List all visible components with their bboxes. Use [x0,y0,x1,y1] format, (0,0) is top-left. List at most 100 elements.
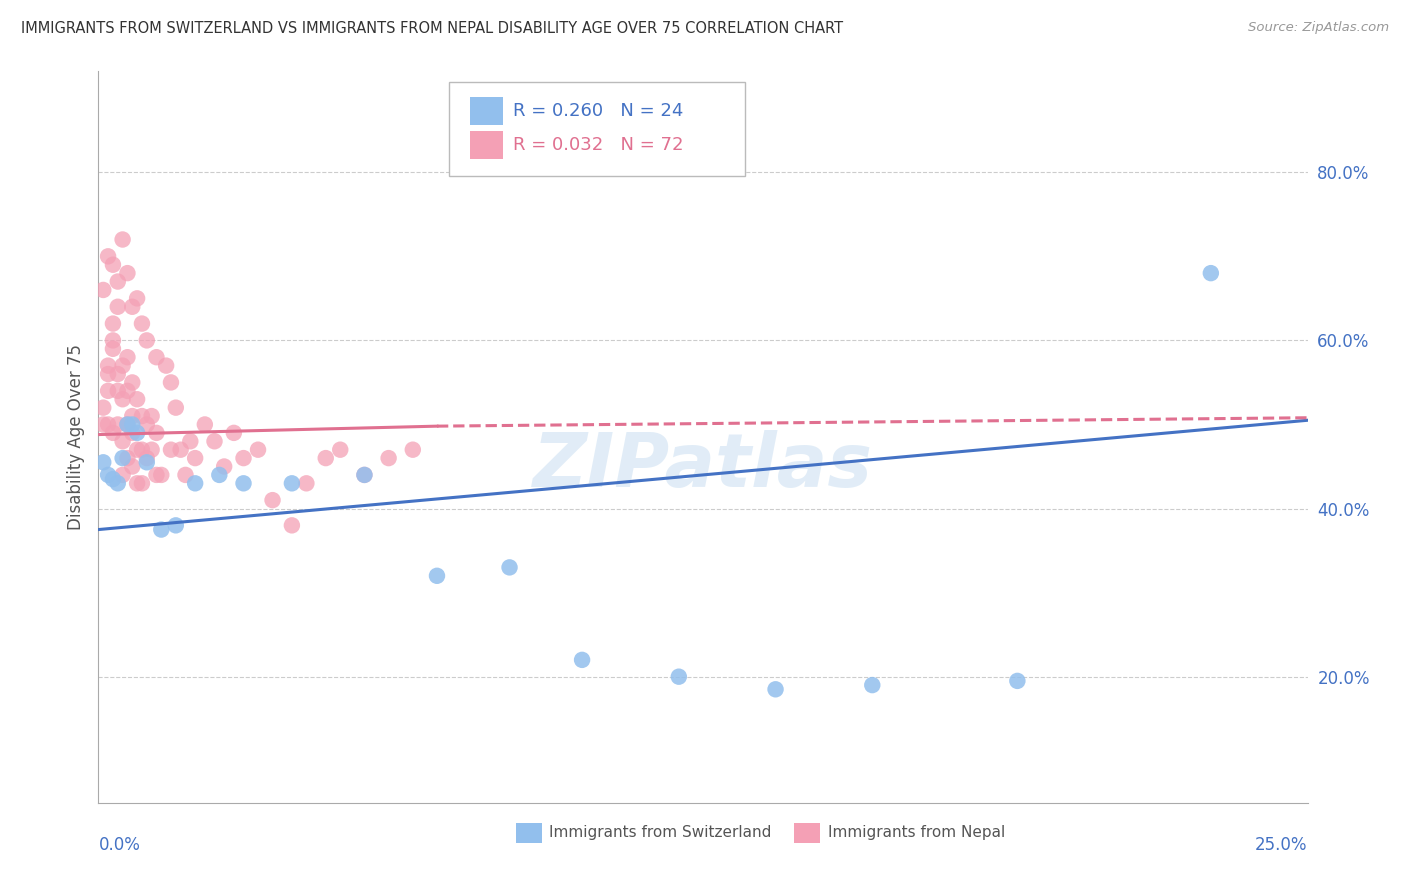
Point [101,342,124,356]
Point [101,317,124,331]
Point [571,653,593,667]
Point [232,476,254,491]
Point [121,409,143,423]
Point [117,417,139,432]
Point [127,476,149,491]
Point [107,300,129,314]
Point [145,425,167,440]
Point [111,359,134,373]
Point [295,476,318,491]
Point [111,467,134,482]
Point [97,249,120,263]
Point [668,670,690,684]
Point [111,434,134,449]
FancyBboxPatch shape [470,131,503,159]
Point [165,401,187,415]
Point [204,434,226,449]
FancyBboxPatch shape [793,822,820,843]
Point [101,472,124,486]
Point [121,459,143,474]
Point [353,467,375,482]
Point [91,401,114,415]
Point [281,518,304,533]
Point [91,417,114,432]
Point [121,376,143,390]
Point [117,266,139,280]
Point [111,233,134,247]
Point [111,392,134,407]
Point [135,451,157,466]
Text: R = 0.260   N = 24: R = 0.260 N = 24 [513,102,683,120]
Point [145,467,167,482]
Point [165,518,187,533]
Point [121,425,143,440]
Point [101,425,124,440]
Point [1199,266,1222,280]
Point [145,350,167,364]
Point [131,476,153,491]
FancyBboxPatch shape [449,82,745,176]
Point [131,409,153,423]
Point [281,476,304,491]
Point [155,359,177,373]
Point [174,467,197,482]
Text: Immigrants from Nepal: Immigrants from Nepal [828,825,1005,840]
Text: Immigrants from Switzerland: Immigrants from Switzerland [550,825,772,840]
Point [329,442,352,457]
Point [127,392,149,407]
Text: 25.0%: 25.0% [1256,836,1308,854]
Point [353,467,375,482]
Point [135,455,157,469]
Point [127,291,149,305]
Point [97,367,120,381]
Point [101,258,124,272]
Text: R = 0.032   N = 72: R = 0.032 N = 72 [513,136,683,154]
Point [160,442,183,457]
Point [160,376,183,390]
Point [117,350,139,364]
Point [135,334,157,348]
Point [426,569,449,583]
Point [194,417,217,432]
Point [222,425,245,440]
Point [107,367,129,381]
Point [184,451,207,466]
Y-axis label: Disability Age Over 75: Disability Age Over 75 [66,344,84,530]
Point [377,451,399,466]
Point [498,560,520,574]
Point [117,384,139,398]
Point [121,417,143,432]
Point [127,425,149,440]
Point [107,384,129,398]
Point [184,476,207,491]
Text: 0.0%: 0.0% [98,836,141,854]
Point [860,678,883,692]
Point [117,451,139,466]
Text: ZIPatlas: ZIPatlas [533,430,873,503]
Point [262,493,284,508]
Point [91,283,114,297]
Text: IMMIGRANTS FROM SWITZERLAND VS IMMIGRANTS FROM NEPAL DISABILITY AGE OVER 75 CORR: IMMIGRANTS FROM SWITZERLAND VS IMMIGRANT… [21,21,844,36]
Point [131,317,153,331]
Point [121,300,143,314]
Point [97,384,120,398]
Point [101,334,124,348]
Point [107,476,129,491]
Point [97,359,120,373]
Point [169,442,191,457]
Point [107,275,129,289]
Point [1007,673,1029,688]
Point [402,442,425,457]
Point [91,455,114,469]
Point [179,434,201,449]
Point [212,459,235,474]
Text: Source: ZipAtlas.com: Source: ZipAtlas.com [1249,21,1389,34]
Point [117,417,139,432]
Point [111,451,134,466]
Point [135,417,157,432]
Point [97,467,120,482]
Point [315,451,337,466]
Point [150,467,173,482]
Point [131,442,153,457]
Point [150,523,173,537]
